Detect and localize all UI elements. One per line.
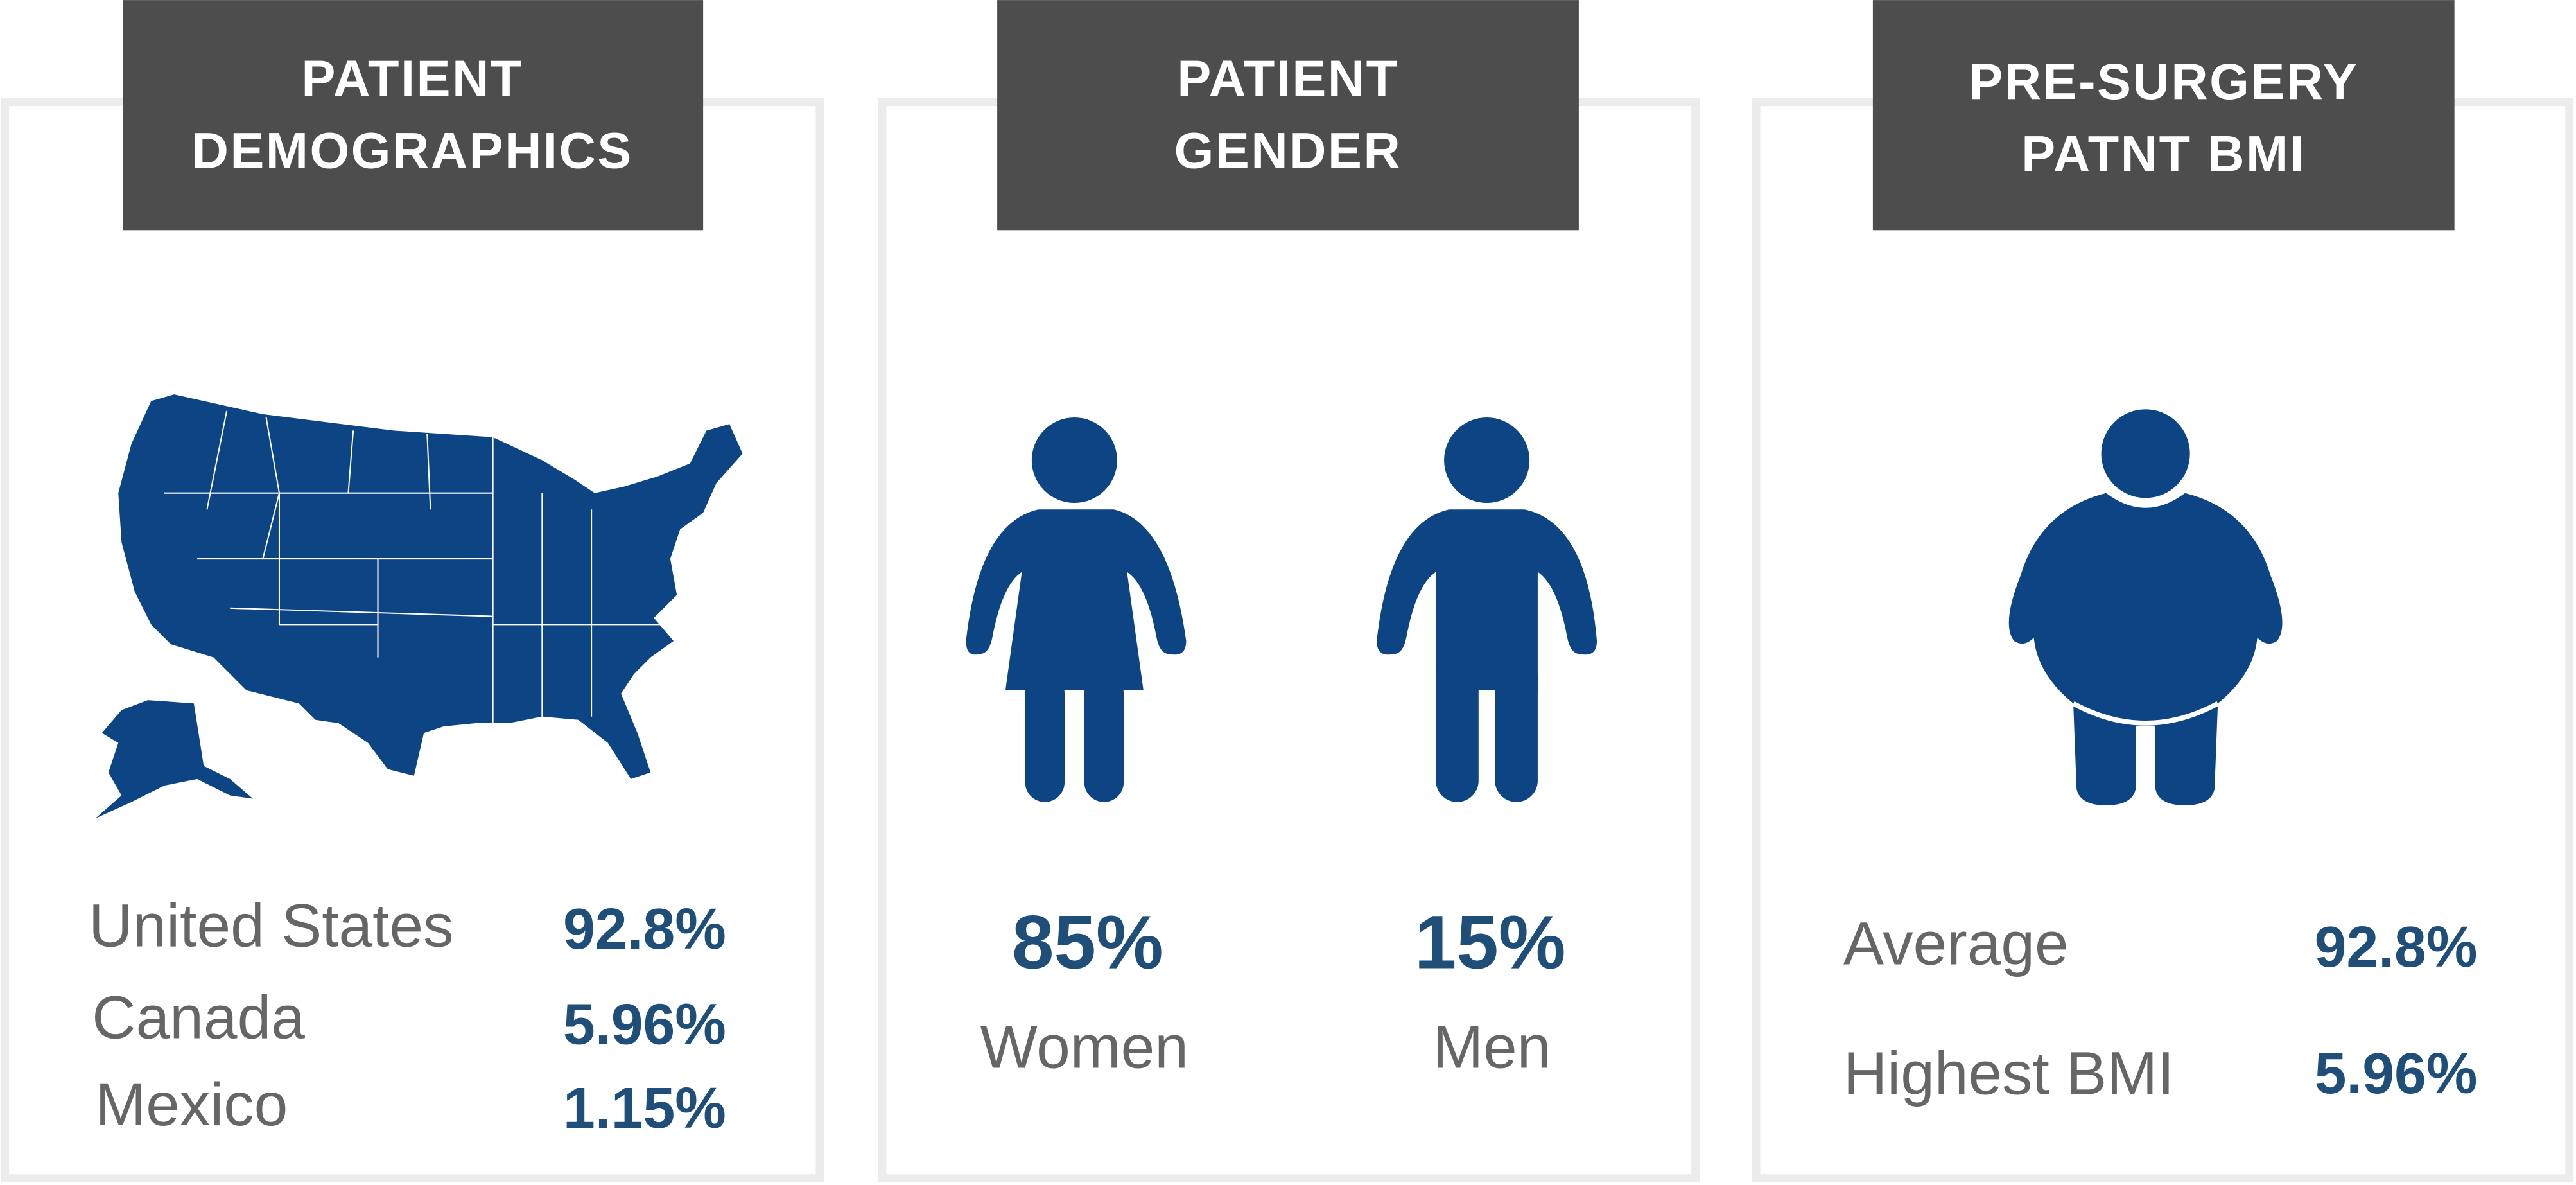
woman-icon xyxy=(966,417,1187,802)
row-value: 92.8% xyxy=(2315,915,2478,979)
panel-header xyxy=(123,0,704,231)
us-map-icon xyxy=(95,394,743,819)
gender-value: 85% xyxy=(1012,900,1163,985)
row-label: Average xyxy=(1843,909,2069,978)
us-map-borders xyxy=(164,410,674,723)
man-icon xyxy=(1377,417,1597,802)
row-value: 1.15% xyxy=(563,1076,726,1140)
row-value: 5.96% xyxy=(2315,1041,2478,1105)
panel-title: PATIENT xyxy=(302,49,523,107)
panel-title: GENDER xyxy=(1174,122,1402,179)
row-label: United States xyxy=(89,891,453,960)
panel-title: DEMOGRAPHICS xyxy=(192,122,633,179)
panel-title: PATIENT xyxy=(1177,49,1398,107)
gender-label: Men xyxy=(1432,1014,1551,1082)
panel-header xyxy=(997,0,1579,231)
panel-title: PRE-SURGERY xyxy=(1969,53,2358,110)
row-label: Mexico xyxy=(95,1071,288,1139)
row-value: 5.96% xyxy=(563,992,726,1056)
panel-header xyxy=(1872,0,2455,231)
panel-title: PATNT BMI xyxy=(2021,125,2306,182)
row-value: 92.8% xyxy=(563,897,726,961)
row-label: Canada xyxy=(92,984,305,1052)
gender-value: 15% xyxy=(1414,900,1566,985)
bmi-icon xyxy=(2008,409,2283,805)
row-label: Highest BMI xyxy=(1843,1040,2175,1108)
gender-label: Women xyxy=(980,1014,1188,1082)
